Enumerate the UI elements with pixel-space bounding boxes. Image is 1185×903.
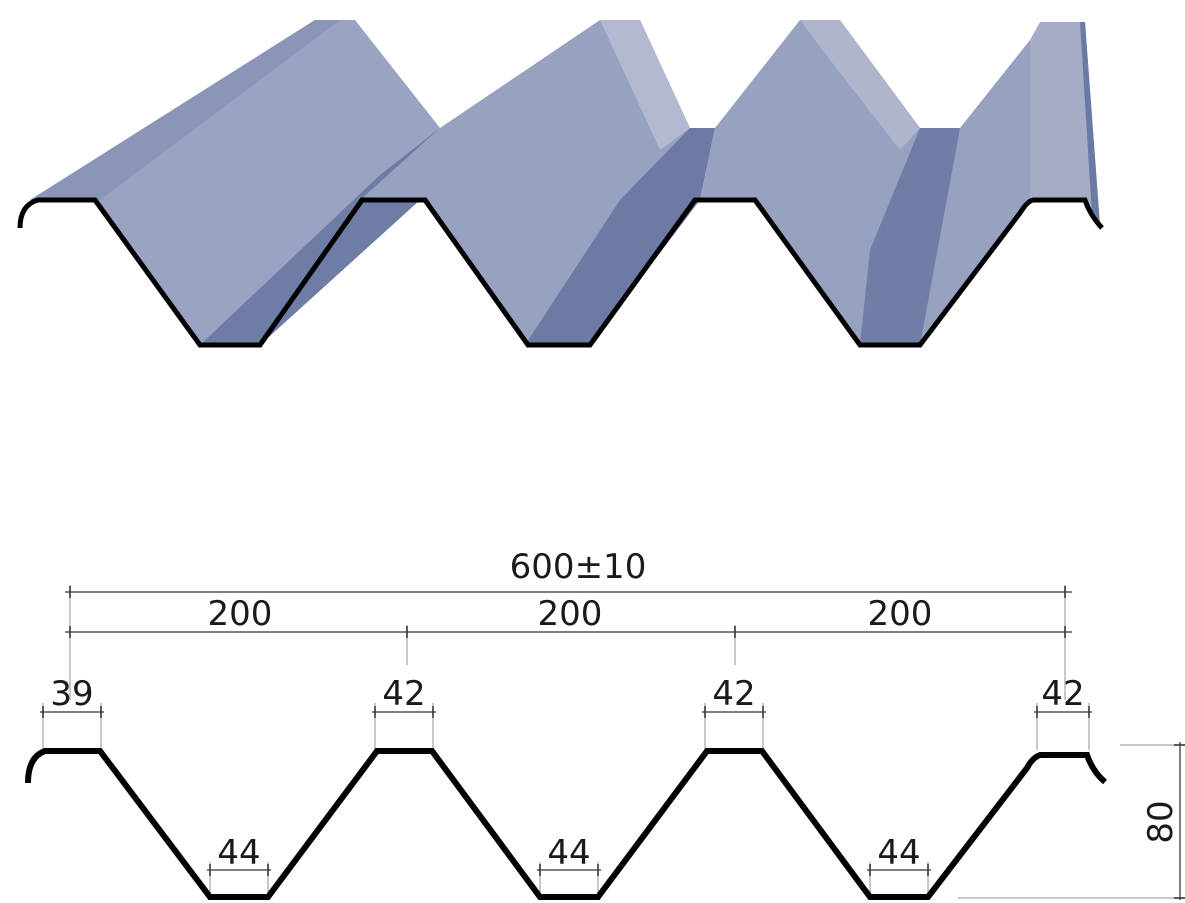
sheet-profile-2d: 600±10 200 200 200 39 42 42 42 44 44 44 …: [25, 547, 1185, 900]
sheet-top-face-1: [30, 20, 440, 345]
dim-pitch-3: 200: [868, 594, 933, 634]
dim-valley-3: 44: [877, 833, 920, 873]
dim-crest-left: 39: [50, 674, 93, 714]
dim-crest-2: 42: [712, 674, 755, 714]
sheet-left-slope-1: [30, 20, 340, 200]
dim-valley-2: 44: [547, 833, 590, 873]
dim-pitch-2: 200: [538, 594, 603, 634]
sheet-valley-3: [860, 128, 960, 345]
profile-outline: [25, 748, 1107, 900]
sheet-valley-2: [525, 128, 715, 345]
dim-crest-right: 42: [1041, 674, 1084, 714]
sheet-light-band-3: [800, 20, 920, 150]
dimension-lines: [40, 591, 1181, 900]
dim-pitch-1: 200: [208, 594, 273, 634]
sheet-top-face-3: [700, 20, 1030, 345]
dim-height: 80: [1141, 800, 1181, 843]
sheet-3d-render: [17, 20, 1104, 348]
sheet-front-profile: [17, 197, 1104, 348]
sheet-end-rib: [1030, 22, 1100, 225]
sheet-end-rib-edge: [1080, 22, 1100, 225]
dim-valley-1: 44: [217, 833, 260, 873]
dimension-ticks: [42, 586, 1185, 899]
dim-total-width: 600±10: [510, 547, 647, 587]
dim-crest-1: 42: [382, 674, 425, 714]
sheet-light-band-2: [600, 20, 690, 150]
